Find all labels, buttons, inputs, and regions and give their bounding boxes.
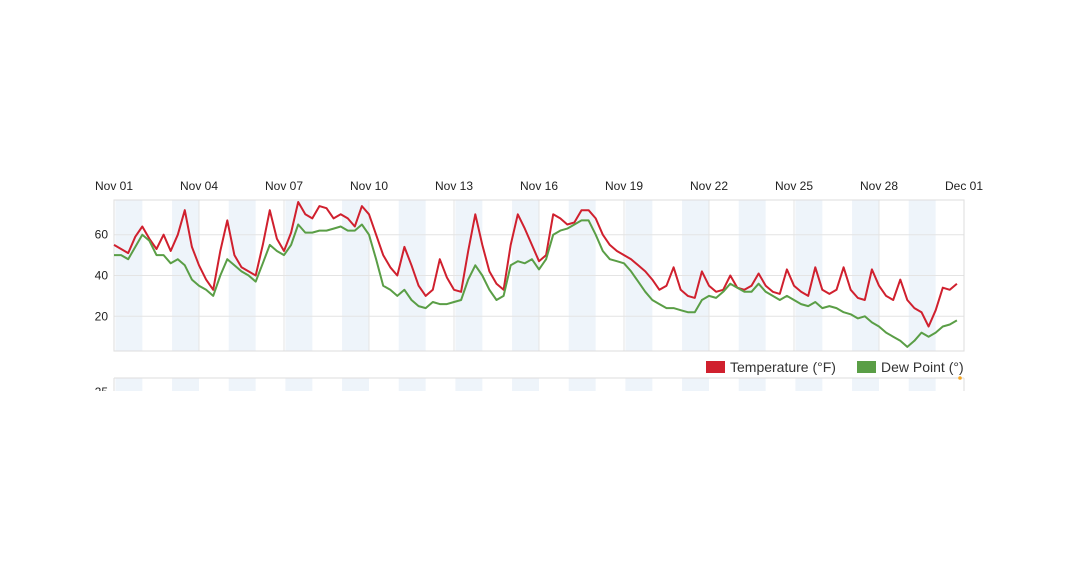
day-band-lower: [625, 378, 653, 391]
lower-panel-marker: [958, 376, 962, 380]
day-band-lower: [115, 378, 143, 391]
x-tick-label: Nov 16: [520, 179, 558, 193]
dew-point-line: [114, 219, 958, 348]
day-band-lower: [568, 378, 596, 391]
series-layer: [113, 201, 958, 348]
y-axis-ticks: 20 40 60: [95, 228, 109, 324]
lower-panel-clip: [0, 391, 1083, 564]
day-band-lower: [795, 378, 823, 391]
day-band-lower: [342, 378, 369, 391]
legend-swatch-dew-point: [857, 361, 876, 373]
legend-label-dew-point: Dew Point (°): [881, 359, 964, 375]
x-tick-label: Nov 10: [350, 179, 388, 193]
day-band-lower: [682, 378, 709, 391]
day-band-lower: [738, 378, 766, 391]
x-tick-label: Nov 19: [605, 179, 643, 193]
day-band-lower: [398, 378, 426, 391]
day-band-lower: [512, 378, 539, 391]
x-tick-label: Nov 13: [435, 179, 473, 193]
y-tick-label: 40: [95, 269, 109, 283]
legend: Temperature (°F) Dew Point (°): [706, 359, 964, 375]
day-band-lower: [285, 378, 313, 391]
x-tick-label: Nov 22: [690, 179, 728, 193]
legend-label-temperature: Temperature (°F): [730, 359, 836, 375]
legend-swatch-temperature: [706, 361, 725, 373]
x-tick-label: Nov 01: [95, 179, 133, 193]
plot-frame: [113, 199, 965, 352]
day-band-lower: [228, 378, 256, 391]
day-band-lower: [455, 378, 483, 391]
temperature-line: [113, 201, 958, 328]
x-tick-label: Nov 28: [860, 179, 898, 193]
x-tick-label: Dec 01: [945, 179, 983, 193]
y-tick-label: 60: [95, 228, 109, 242]
day-band-lower: [908, 378, 936, 391]
plot-border: [113, 199, 965, 352]
lower-panel: 25: [0, 376, 1083, 564]
x-tick-label: Nov 07: [265, 179, 303, 193]
x-tick-label: Nov 04: [180, 179, 218, 193]
x-tick-label: Nov 25: [775, 179, 813, 193]
x-axis-ticks: Nov 01 Nov 04 Nov 07 Nov 10 Nov 13 Nov 16 Nov …: [95, 179, 983, 193]
day-band-lower: [172, 378, 199, 391]
day-band-lower: [852, 378, 879, 391]
y-tick-label: 20: [95, 309, 109, 323]
